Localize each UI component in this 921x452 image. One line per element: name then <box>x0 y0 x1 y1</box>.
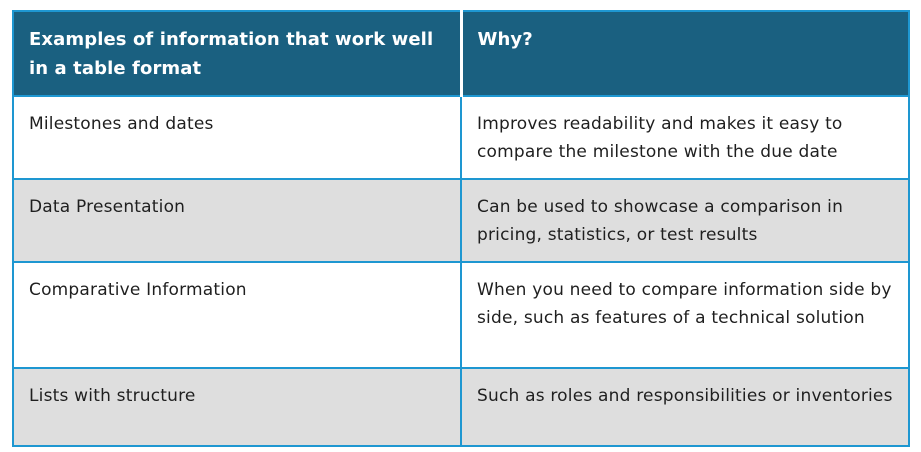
cell-row1-label: Milestones and dates <box>12 95 462 180</box>
table-row-lists-with-structure: Lists with structure Such as roles and r… <box>12 367 910 447</box>
header-cell-examples: Examples of information that work well i… <box>12 10 463 97</box>
table-row-comparative-information: Comparative Information When you need to… <box>12 261 910 369</box>
info-table: Examples of information that work well i… <box>12 10 910 447</box>
cell-row4-label: Lists with structure <box>12 367 462 447</box>
cell-row1-why: Improves readability and makes it easy t… <box>460 95 910 180</box>
table-row-milestones: Milestones and dates Improves readabilit… <box>12 95 910 180</box>
table-row-data-presentation: Data Presentation Can be used to showcas… <box>12 178 910 263</box>
cell-row4-why: Such as roles and responsibilities or in… <box>460 367 910 447</box>
cell-row2-why: Can be used to showcase a comparison in … <box>460 178 910 263</box>
cell-row3-why: When you need to compare information sid… <box>460 261 910 369</box>
cell-row3-label: Comparative Information <box>12 261 462 369</box>
cell-row2-label: Data Presentation <box>12 178 462 263</box>
header-cell-why: Why? <box>459 10 910 97</box>
table-header-row: Examples of information that work well i… <box>12 10 910 97</box>
